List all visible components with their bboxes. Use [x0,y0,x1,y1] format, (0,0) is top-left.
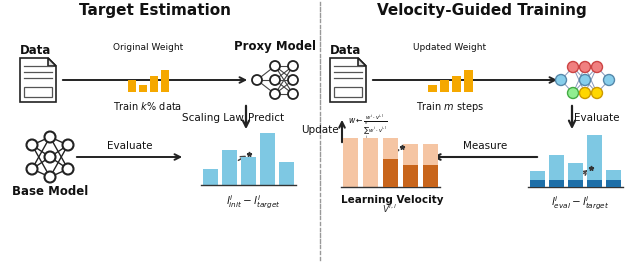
Text: Update: Update [301,125,339,135]
Bar [278,162,294,185]
Text: Learning Velocity: Learning Velocity [340,195,444,205]
Circle shape [568,87,579,99]
Bar [150,76,157,92]
Circle shape [579,61,591,73]
Text: $V^{i,l}$: $V^{i,l}$ [382,203,398,215]
Bar [259,133,275,185]
Text: $l^i_{init} - l^i_{target}$: $l^i_{init} - l^i_{target}$ [226,194,280,211]
Text: Measure: Measure [463,141,507,151]
Circle shape [270,89,280,99]
Text: Train $k$% data: Train $k$% data [113,100,182,112]
Bar [568,163,582,187]
Text: Train $m$ steps: Train $m$ steps [416,100,484,114]
Circle shape [556,74,566,86]
Circle shape [63,164,74,174]
Text: Data: Data [330,44,362,57]
Circle shape [45,152,56,162]
Text: Base Model: Base Model [12,185,88,198]
Bar [161,70,168,92]
Bar [221,150,237,185]
Text: Predict: Predict [248,113,284,123]
Text: Evaluate: Evaluate [574,113,620,123]
Circle shape [26,139,38,151]
Text: $l^i_{eval} - l^i_{target}$: $l^i_{eval} - l^i_{target}$ [551,195,609,213]
Bar [463,70,472,92]
Circle shape [288,61,298,71]
Bar [362,138,378,187]
Circle shape [579,74,591,86]
Circle shape [26,164,38,174]
Bar [529,171,545,187]
Circle shape [288,89,298,99]
Circle shape [270,75,280,85]
Circle shape [252,75,262,85]
Bar [451,76,461,92]
Text: Original Weight: Original Weight [113,43,183,52]
Bar [422,165,438,187]
Bar [605,180,621,187]
Polygon shape [358,58,366,66]
Bar [342,138,358,187]
Circle shape [63,139,74,151]
Text: Proxy Model: Proxy Model [234,40,316,53]
Text: Evaluate: Evaluate [108,141,153,151]
Circle shape [591,87,602,99]
Polygon shape [48,58,56,66]
Text: Target Estimation: Target Estimation [79,3,231,18]
Circle shape [45,131,56,143]
Circle shape [288,75,298,85]
Bar [202,169,218,185]
Circle shape [45,171,56,183]
Polygon shape [20,58,56,102]
Bar [548,180,563,187]
Circle shape [579,87,591,99]
Bar [138,85,147,92]
Bar [127,80,136,92]
Text: Updated Weight: Updated Weight [413,43,486,52]
Circle shape [568,61,579,73]
Bar [24,87,52,97]
Polygon shape [330,58,366,102]
Text: $w \leftarrow \frac{w^i \cdot v^{i,l}}{\sum_i^n w^i \cdot v^{i,l}}$: $w \leftarrow \frac{w^i \cdot v^{i,l}}{\… [348,113,388,141]
Bar [334,87,362,97]
Bar [422,144,438,187]
Bar [241,157,255,185]
Text: Data: Data [20,44,52,57]
Bar [428,85,436,92]
Circle shape [604,74,614,86]
Bar [383,138,397,187]
Text: Scaling Law: Scaling Law [182,113,244,123]
Bar [568,180,582,187]
Bar [383,159,397,187]
Bar [548,155,563,187]
Bar [403,144,417,187]
Circle shape [270,61,280,71]
Bar [403,165,417,187]
Text: Velocity-Guided Training: Velocity-Guided Training [377,3,587,18]
Bar [586,135,602,187]
Bar [529,180,545,187]
Circle shape [591,61,602,73]
Bar [586,180,602,187]
Bar [440,80,449,92]
Bar [605,170,621,187]
